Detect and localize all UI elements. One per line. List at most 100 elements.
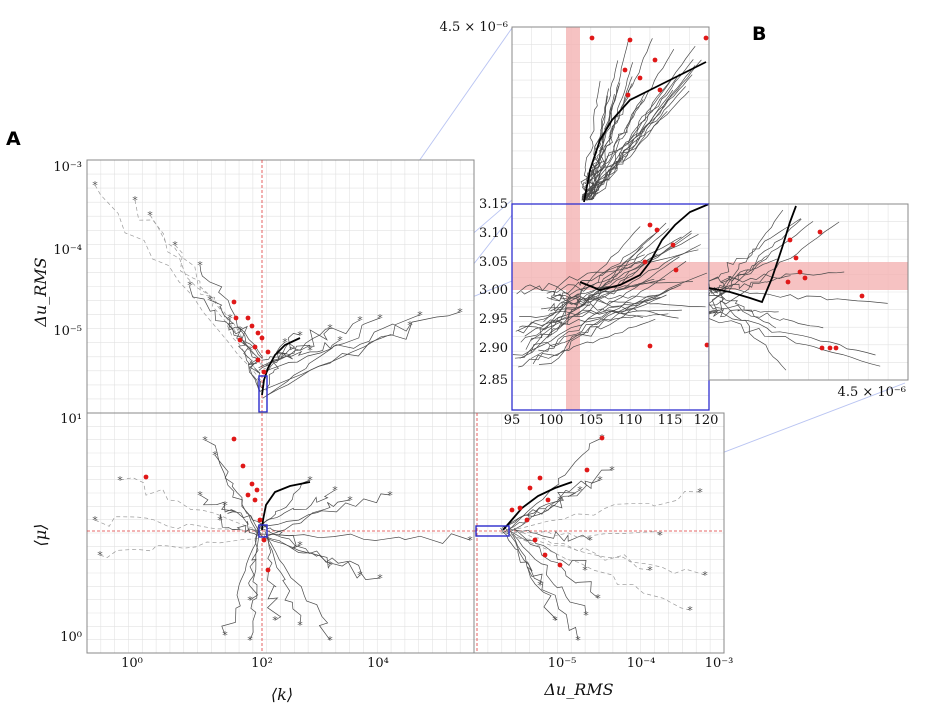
start-point-marker: * bbox=[377, 312, 383, 325]
trajectory-line bbox=[260, 311, 461, 392]
trajectory-line bbox=[543, 229, 660, 323]
mean-trajectory-line bbox=[502, 481, 573, 531]
trajectory-line bbox=[204, 439, 260, 537]
endpoint-dot bbox=[652, 57, 658, 63]
start-point-marker: * bbox=[387, 489, 393, 502]
trajectory-line bbox=[510, 532, 558, 621]
trajectory-line bbox=[500, 530, 661, 538]
endpoint-dot bbox=[255, 357, 261, 363]
start-point-marker: * bbox=[552, 614, 558, 627]
zoom-x-tick-95: 95 bbox=[504, 413, 521, 428]
trajectory-line bbox=[708, 308, 779, 318]
start-point-marker: * bbox=[597, 474, 603, 487]
start-point-marker: * bbox=[197, 489, 203, 502]
endpoint-dot bbox=[249, 323, 255, 329]
trajectory-line bbox=[519, 230, 692, 359]
trajectory-line bbox=[504, 526, 579, 641]
endpoint-dot bbox=[833, 345, 839, 351]
endpoint-dot bbox=[673, 267, 679, 273]
panel-a-letter: A bbox=[6, 128, 21, 150]
trajectory-line bbox=[541, 278, 666, 310]
endpoint-dot bbox=[637, 75, 643, 81]
mean-trajectory-line bbox=[579, 203, 710, 291]
trajectory-line bbox=[266, 499, 351, 537]
zoom-y-tick-315: 3.15 bbox=[479, 197, 508, 212]
zoom-y-tick-295: 2.95 bbox=[479, 312, 508, 327]
trajectory-line bbox=[259, 533, 471, 544]
endpoint-dot bbox=[257, 517, 263, 523]
zoom-right-scale-label: 4.5 × 10⁻⁶ bbox=[838, 385, 906, 400]
du-x-tick-label-1: 10⁻⁵ bbox=[548, 656, 577, 671]
endpoint-dot bbox=[622, 67, 628, 73]
endpoint-dot bbox=[509, 507, 515, 513]
trajectory-line bbox=[708, 275, 791, 296]
trajectory-line bbox=[264, 531, 302, 626]
panel-b-top-target-band bbox=[566, 27, 580, 204]
start-point-marker: * bbox=[557, 494, 563, 507]
du-y-tick-label-2: 10⁻⁴ bbox=[53, 243, 82, 258]
du-y-axis-label: Δu_RMS bbox=[31, 257, 50, 327]
panel-b-letter: B bbox=[752, 23, 766, 45]
trajectory-line bbox=[266, 536, 331, 641]
trajectory-line bbox=[530, 294, 667, 353]
endpoint-dot bbox=[245, 315, 251, 321]
endpoint-dot bbox=[261, 537, 267, 543]
endpoint-dot bbox=[237, 337, 243, 343]
endpoint-dot bbox=[517, 505, 523, 511]
start-point-marker: * bbox=[647, 564, 653, 577]
trajectory-line bbox=[262, 317, 381, 399]
trajectory-line bbox=[239, 325, 260, 392]
start-point-marker: * bbox=[222, 499, 228, 512]
endpoint-dot bbox=[654, 227, 660, 233]
trajectory-line bbox=[266, 535, 282, 621]
trajectory-line bbox=[583, 45, 696, 201]
start-point-marker: * bbox=[702, 569, 708, 582]
trajectory-line bbox=[513, 527, 599, 599]
start-point-marker: * bbox=[197, 259, 203, 272]
zoom-y-tick-285: 2.85 bbox=[479, 373, 508, 388]
start-point-marker: * bbox=[417, 309, 423, 322]
start-point-marker: * bbox=[117, 474, 123, 487]
start-point-marker: * bbox=[217, 514, 223, 527]
du-x-tick-label-2: 10⁻⁴ bbox=[627, 656, 656, 671]
trajectory-line bbox=[583, 49, 675, 201]
du-x-axis-label: Δu_RMS bbox=[543, 680, 613, 699]
du-y-tick-label-3: 10⁻⁵ bbox=[53, 324, 82, 339]
endpoint-dot bbox=[625, 92, 631, 98]
panel-a-bottom-right-plot: ***************** bbox=[473, 412, 725, 654]
endpoint-dot bbox=[704, 342, 710, 348]
start-point-marker: * bbox=[587, 534, 593, 547]
trajectory-line bbox=[500, 527, 543, 586]
endpoint-dot bbox=[259, 335, 265, 341]
mu-tick-label-2: 10⁰ bbox=[60, 630, 82, 645]
endpoint-dot bbox=[827, 345, 833, 351]
trajectory-line bbox=[174, 244, 259, 374]
trajectory-line bbox=[258, 489, 336, 526]
start-point-marker: * bbox=[282, 336, 288, 349]
trajectory-line bbox=[267, 314, 421, 396]
trajectory-line bbox=[512, 533, 587, 616]
trajectory-line bbox=[708, 286, 888, 304]
trajectory-line bbox=[249, 531, 260, 641]
start-point-marker: * bbox=[172, 239, 178, 252]
endpoint-dot bbox=[265, 349, 271, 355]
start-point-marker: * bbox=[222, 629, 228, 642]
trajectory-line bbox=[550, 294, 644, 319]
trajectory-line bbox=[119, 477, 263, 533]
panel-a-bottom-left-trajectories: * * * * * * * * * * * * * * * * * * * * * * * bbox=[92, 434, 473, 647]
endpoint-dot bbox=[817, 229, 823, 235]
trajectory-line bbox=[551, 254, 645, 297]
k-axis-label: ⟨k⟩ bbox=[271, 685, 293, 704]
trajectory-line bbox=[263, 535, 331, 569]
trajectory-line bbox=[199, 494, 268, 527]
endpoint-dot bbox=[647, 222, 653, 228]
start-point-marker: * bbox=[307, 474, 313, 487]
start-point-marker: * bbox=[377, 572, 383, 585]
trajectory-line bbox=[708, 303, 824, 329]
start-point-marker: * bbox=[357, 569, 363, 582]
endpoint-dot bbox=[545, 497, 551, 503]
endpoint-dot bbox=[233, 315, 239, 321]
start-point-marker: * bbox=[327, 559, 333, 572]
endpoint-dot bbox=[802, 275, 808, 281]
trajectory-line bbox=[584, 59, 694, 201]
